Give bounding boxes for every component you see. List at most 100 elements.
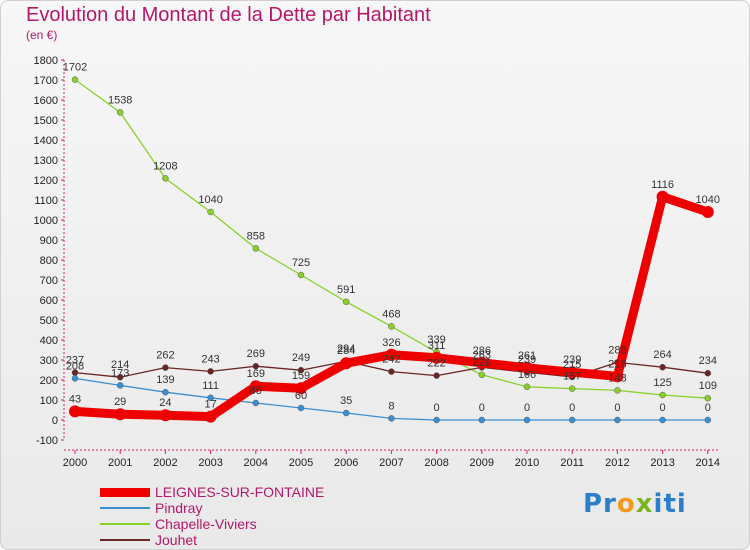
axes: -100010020030040050060070080090010001100… xyxy=(34,55,721,469)
y-tick-label: 500 xyxy=(40,315,58,327)
x-tick-label: 2005 xyxy=(289,457,313,469)
x-tick-label: 2004 xyxy=(244,457,268,469)
logo-part: x xyxy=(635,489,654,519)
legend-swatch xyxy=(100,539,150,541)
data-point xyxy=(656,190,669,203)
data-label: 339 xyxy=(427,334,445,346)
data-label: 263 xyxy=(473,349,491,361)
data-point xyxy=(252,245,260,252)
data-point xyxy=(478,371,486,379)
data-point xyxy=(614,416,621,424)
data-label: 243 xyxy=(201,353,219,365)
data-label: 468 xyxy=(382,308,400,320)
data-label: 226 xyxy=(473,357,491,369)
x-tick-label: 2006 xyxy=(334,457,358,469)
data-label: 1538 xyxy=(108,94,132,106)
data-point xyxy=(704,416,712,424)
data-label: 157 xyxy=(563,371,581,383)
data-label: 29 xyxy=(114,396,126,408)
data-label: 288 xyxy=(608,344,626,356)
data-label: 139 xyxy=(156,374,174,386)
data-label: 111 xyxy=(202,380,219,392)
data-label: 269 xyxy=(247,348,265,360)
data-point xyxy=(207,368,214,375)
data-label: 60 xyxy=(295,390,307,402)
data-point xyxy=(478,416,486,424)
legend-item: Chapelle-Viviers xyxy=(100,516,420,532)
data-point xyxy=(252,362,260,370)
legend-swatch xyxy=(100,523,150,525)
data-label: 1702 xyxy=(63,62,87,74)
x-tick-label: 2014 xyxy=(696,457,720,469)
legend-item: Pindray xyxy=(100,500,420,516)
legend-label: LEIGNES-SUR-FONTAINE xyxy=(155,484,325,500)
x-tick-label: 2001 xyxy=(108,457,132,469)
y-tick-label: 1600 xyxy=(34,95,58,107)
legend-item: LEIGNES-SUR-FONTAINE xyxy=(100,484,420,500)
data-point xyxy=(159,409,172,422)
data-label: 237 xyxy=(66,355,84,367)
data-point xyxy=(162,388,169,396)
data-label: 215 xyxy=(563,359,581,371)
data-point xyxy=(566,366,579,379)
data-point xyxy=(388,415,395,422)
data-label: 148 xyxy=(608,372,626,384)
data-label: 286 xyxy=(473,345,491,357)
proxiti-logo: Proxiti xyxy=(583,489,687,519)
data-label: 0 xyxy=(524,402,530,414)
data-label: 109 xyxy=(699,380,717,392)
data-label: 218 xyxy=(608,358,626,370)
data-point xyxy=(701,206,714,218)
data-point xyxy=(340,357,353,370)
data-point xyxy=(295,382,307,395)
data-label: 1040 xyxy=(696,194,720,206)
legend-item: Jouhet xyxy=(100,532,420,548)
y-tick-label: 900 xyxy=(40,235,58,247)
data-label: 0 xyxy=(660,402,666,414)
data-point xyxy=(659,416,666,424)
data-point xyxy=(71,369,79,376)
data-point xyxy=(297,404,305,412)
data-point xyxy=(204,410,217,423)
chart-subtitle: (en €) xyxy=(26,28,58,42)
data-label: 0 xyxy=(614,402,620,414)
data-label: 294 xyxy=(337,343,355,355)
data-point xyxy=(342,409,350,417)
y-tick-label: 700 xyxy=(40,275,58,287)
data-label: 1208 xyxy=(153,160,177,172)
x-tick-label: 2013 xyxy=(650,457,674,469)
y-tick-label: 100 xyxy=(40,395,58,407)
data-label: 262 xyxy=(156,350,174,362)
data-label: 249 xyxy=(292,352,310,364)
data-label: 222 xyxy=(427,358,445,370)
x-tick-label: 2008 xyxy=(424,457,448,469)
data-label: 858 xyxy=(247,230,265,242)
data-label: 1116 xyxy=(651,179,674,191)
data-point xyxy=(433,372,440,379)
data-label: 1040 xyxy=(198,194,222,206)
data-point xyxy=(116,109,124,116)
data-label: 85 xyxy=(250,385,262,397)
data-point xyxy=(430,351,443,364)
legend-label: Pindray xyxy=(155,500,203,516)
data-point xyxy=(71,76,79,83)
logo-part: o xyxy=(616,489,636,519)
data-point xyxy=(385,348,398,361)
data-label: 311 xyxy=(428,340,446,352)
y-tick-label: 1000 xyxy=(34,215,58,227)
y-tick-label: 600 xyxy=(40,295,58,307)
data-label: 261 xyxy=(518,350,536,362)
series-group xyxy=(69,76,714,424)
data-label: 35 xyxy=(340,395,352,407)
logo-part: Pr xyxy=(583,489,617,519)
legend: LEIGNES-SUR-FONTAINE Pindray Chapelle-Vivi… xyxy=(100,484,420,548)
data-label: 173 xyxy=(111,367,129,379)
x-tick-label: 2011 xyxy=(560,457,584,469)
legend-label: Chapelle-Viviers xyxy=(155,516,257,532)
data-point xyxy=(523,416,531,424)
data-label: 159 xyxy=(292,370,310,382)
y-tick-label: 1300 xyxy=(34,155,58,167)
data-label: 0 xyxy=(569,402,575,414)
data-label: 264 xyxy=(653,349,671,361)
